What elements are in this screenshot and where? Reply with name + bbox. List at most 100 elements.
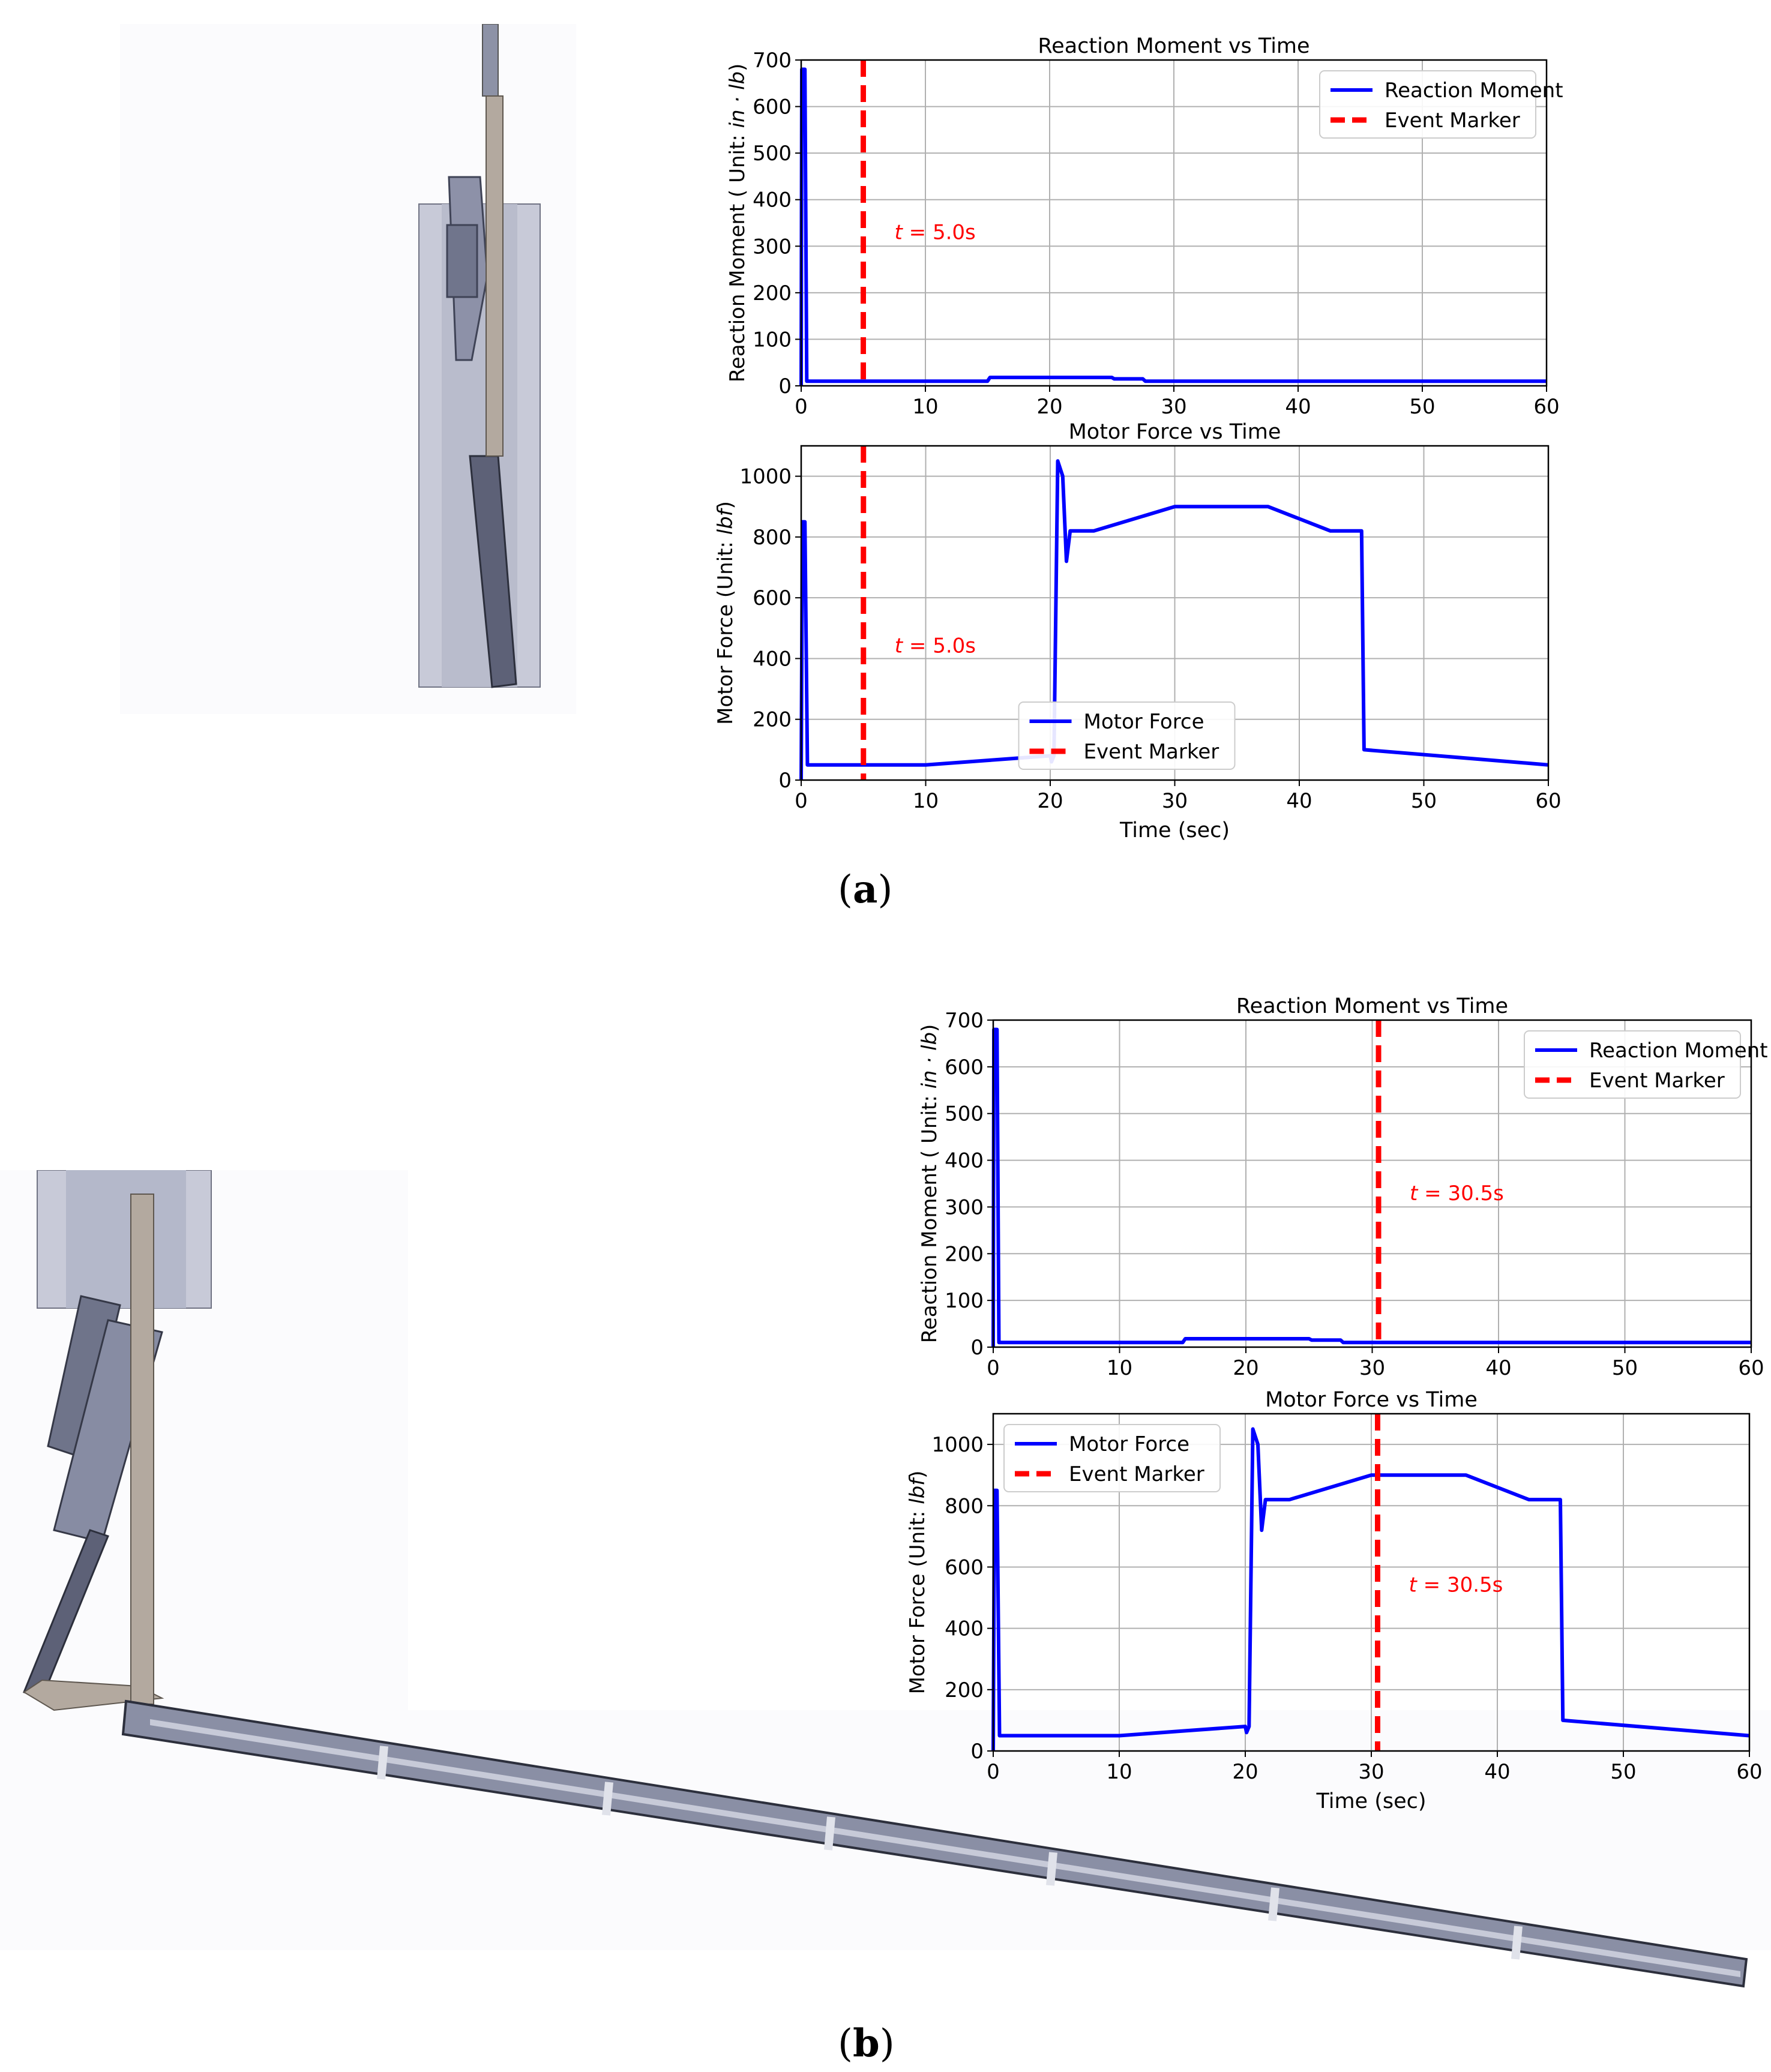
- event-marker-label-var: t: [1409, 1573, 1418, 1597]
- x-tick-label: 10: [1107, 1356, 1132, 1380]
- boom-joint-6: [1511, 1926, 1523, 1960]
- x-tick-label: 30: [1358, 1760, 1384, 1784]
- x-tick-label: 50: [1411, 789, 1437, 813]
- y-axis-label-suffix: ): [714, 501, 738, 509]
- boom-arm-highlight: [150, 1719, 1740, 1977]
- y-axis-label: Reaction Moment ( Unit: in · lb): [918, 1024, 942, 1344]
- series-line-motor-force: [991, 1427, 1750, 1752]
- x-tick-label: 20: [1037, 789, 1063, 813]
- y-tick-label: 700: [753, 49, 792, 73]
- event-marker-label-value: = 5.0s: [903, 221, 976, 245]
- x-tick-label: 50: [1409, 395, 1435, 419]
- y-tick-label: 600: [753, 95, 792, 119]
- x-tick-label: 40: [1286, 789, 1312, 813]
- event-marker-label-value: = 30.5s: [1417, 1573, 1503, 1597]
- cad-illustration-a: [120, 24, 576, 714]
- upper-actuator-motor: [446, 224, 478, 298]
- chart-b-motor-force: t = 30.5s0 10 20 30 40 50 6002004006008001000M…: [906, 1388, 1763, 1813]
- x-tick-label: 0: [987, 1356, 1000, 1380]
- chart-title: Motor Force vs Time: [1069, 420, 1281, 444]
- x-tick-label: 0: [795, 789, 808, 813]
- x-tick-label: 0: [795, 395, 808, 419]
- x-tick-label: 60: [1738, 1356, 1764, 1380]
- chart-a-reaction-moment: t = 5.0s0 10 20 30 40 50 600100200300400500600…: [726, 34, 1563, 419]
- y-tick-label: 400: [753, 647, 792, 671]
- legend-box: [1524, 1030, 1741, 1099]
- event-marker-label: t = 5.0s: [895, 634, 976, 658]
- legend: Reaction Moment Event Marker: [1524, 1030, 1768, 1099]
- x-tick-label: 20: [1233, 1356, 1258, 1380]
- chart-title: Motor Force vs Time: [1265, 1388, 1478, 1412]
- x-tick-label: 30: [1359, 1356, 1385, 1380]
- y-axis-label-unit: lbf: [906, 1476, 930, 1504]
- x-tick-label: 50: [1610, 1760, 1636, 1784]
- legend-label-series: Reaction Moment: [1589, 1039, 1768, 1063]
- event-marker-label-value: = 30.5s: [1418, 1182, 1504, 1206]
- legend: Motor Force Event Marker: [1018, 701, 1236, 770]
- y-tick-label: 100: [753, 328, 792, 352]
- x-tick-label: 10: [912, 395, 938, 419]
- y-axis-label-unit: in · lb: [918, 1032, 942, 1089]
- x-tick-label: 10: [913, 789, 939, 813]
- y-axis-label-prefix: Reaction Moment ( Unit:: [726, 128, 750, 382]
- legend-label-series: Motor Force: [1069, 1432, 1189, 1456]
- y-tick-label: 200: [945, 1678, 984, 1702]
- chart-title: Reaction Moment vs Time: [1236, 994, 1508, 1018]
- y-axis-label-prefix: Reaction Moment ( Unit:: [918, 1089, 942, 1343]
- event-marker-label: t = 5.0s: [895, 221, 976, 245]
- y-tick-label: 1000: [931, 1433, 984, 1457]
- y-axis-label: Reaction Moment ( Unit: in · lb): [726, 64, 750, 383]
- x-tick-label: 60: [1535, 789, 1561, 813]
- legend-label-series: Motor Force: [1084, 710, 1204, 734]
- y-tick-label: 500: [945, 1102, 984, 1126]
- x-axis-label: Time (sec): [1315, 1789, 1426, 1813]
- legend-label-marker: Event Marker: [1385, 109, 1520, 133]
- y-tick-label: 0: [778, 769, 792, 793]
- central-rod: [486, 95, 504, 457]
- y-tick-label: 600: [945, 1056, 984, 1080]
- y-tick-label: 100: [945, 1289, 984, 1313]
- top-cable: [482, 24, 499, 97]
- event-marker-label-value: = 5.0s: [903, 634, 976, 658]
- y-tick-label: 600: [945, 1555, 984, 1579]
- y-axis-label-prefix: Motor Force (Unit:: [906, 1504, 930, 1695]
- panel-label-a: (a): [838, 867, 892, 912]
- y-axis-label-suffix: ): [918, 1024, 942, 1032]
- panel-label-b: (b): [838, 2021, 895, 2066]
- y-axis-label-prefix: Motor Force (Unit:: [714, 535, 738, 725]
- legend-box: [1319, 70, 1536, 139]
- chart-title: Reaction Moment vs Time: [1038, 34, 1309, 58]
- legend-label-series: Reaction Moment: [1385, 79, 1563, 103]
- legend-label-marker: Event Marker: [1069, 1462, 1204, 1486]
- y-tick-label: 800: [945, 1494, 984, 1518]
- y-axis-label-suffix: ): [726, 64, 750, 71]
- panel-label-b-close: ): [879, 2022, 895, 2066]
- y-tick-label: 200: [945, 1242, 984, 1266]
- x-tick-label: 60: [1736, 1760, 1762, 1784]
- x-tick-label: 50: [1612, 1356, 1638, 1380]
- panel-label-a-close: ): [877, 868, 893, 912]
- x-tick-label: 40: [1285, 395, 1311, 419]
- y-tick-label: 400: [945, 1617, 984, 1641]
- x-tick-label: 20: [1232, 1760, 1258, 1784]
- vertical-rod: [130, 1194, 154, 1705]
- boom-joint-2: [602, 1782, 613, 1816]
- y-tick-label: 1000: [739, 465, 792, 489]
- y-tick-label: 0: [970, 1740, 984, 1764]
- y-tick-label: 200: [753, 708, 792, 732]
- boom-joint-4: [1046, 1852, 1057, 1886]
- y-tick-label: 700: [945, 1009, 984, 1033]
- y-tick-label: 600: [753, 586, 792, 610]
- legend-box: [1003, 1424, 1221, 1492]
- legend: Reaction Moment Event Marker: [1319, 70, 1563, 139]
- y-axis-label-suffix: ): [906, 1471, 930, 1479]
- y-tick-label: 200: [753, 281, 792, 305]
- series-line-reaction-moment: [799, 67, 1547, 386]
- y-tick-label: 400: [753, 188, 792, 212]
- y-axis-label: Motor Force (Unit: lbf): [906, 1471, 930, 1695]
- event-marker-label-var: t: [895, 634, 904, 658]
- chart-b-reaction-moment: t = 30.5s0 10 20 30 40 50 60010020030040050060…: [918, 994, 1768, 1380]
- y-axis-label: Motor Force (Unit: lbf): [714, 501, 738, 725]
- y-axis-label-unit: in · lb: [726, 71, 750, 128]
